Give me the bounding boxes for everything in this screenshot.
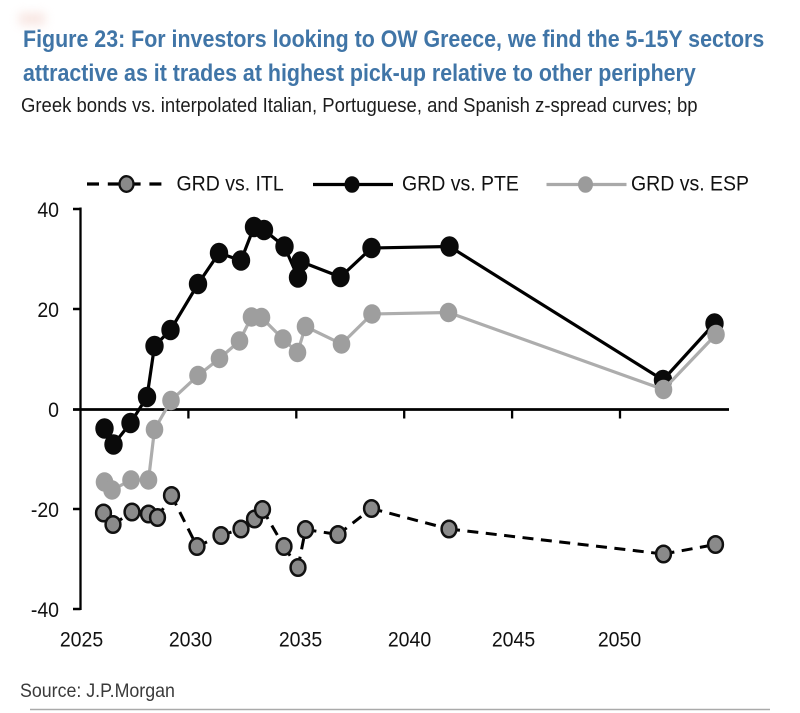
svg-text:GRD vs. PTE: GRD vs. PTE <box>402 171 519 195</box>
svg-text:-40: -40 <box>31 598 59 622</box>
svg-text:2035: 2035 <box>279 628 322 652</box>
svg-text:20: 20 <box>37 298 59 322</box>
svg-text:40: 40 <box>37 198 59 222</box>
svg-text:0: 0 <box>48 398 59 422</box>
svg-text:attractive as it trades at hig: attractive as it trades at highest pick-… <box>23 59 696 86</box>
svg-text:-20: -20 <box>31 498 59 522</box>
svg-text:GRD vs. ESP: GRD vs. ESP <box>631 171 749 195</box>
svg-text:Figure 23: For investors looki: Figure 23: For investors looking to OW G… <box>23 25 764 52</box>
svg-text:2025: 2025 <box>60 628 103 652</box>
svg-text:Source: J.P.Morgan: Source: J.P.Morgan <box>20 679 175 701</box>
svg-text:GRD vs. ITL: GRD vs. ITL <box>177 171 284 195</box>
svg-text:2045: 2045 <box>492 628 535 652</box>
svg-text:2050: 2050 <box>598 628 641 652</box>
svg-text:2030: 2030 <box>169 628 212 652</box>
svg-text:2040: 2040 <box>388 628 431 652</box>
svg-text:Greek bonds vs. interpolated I: Greek bonds vs. interpolated Italian, Po… <box>21 94 698 117</box>
